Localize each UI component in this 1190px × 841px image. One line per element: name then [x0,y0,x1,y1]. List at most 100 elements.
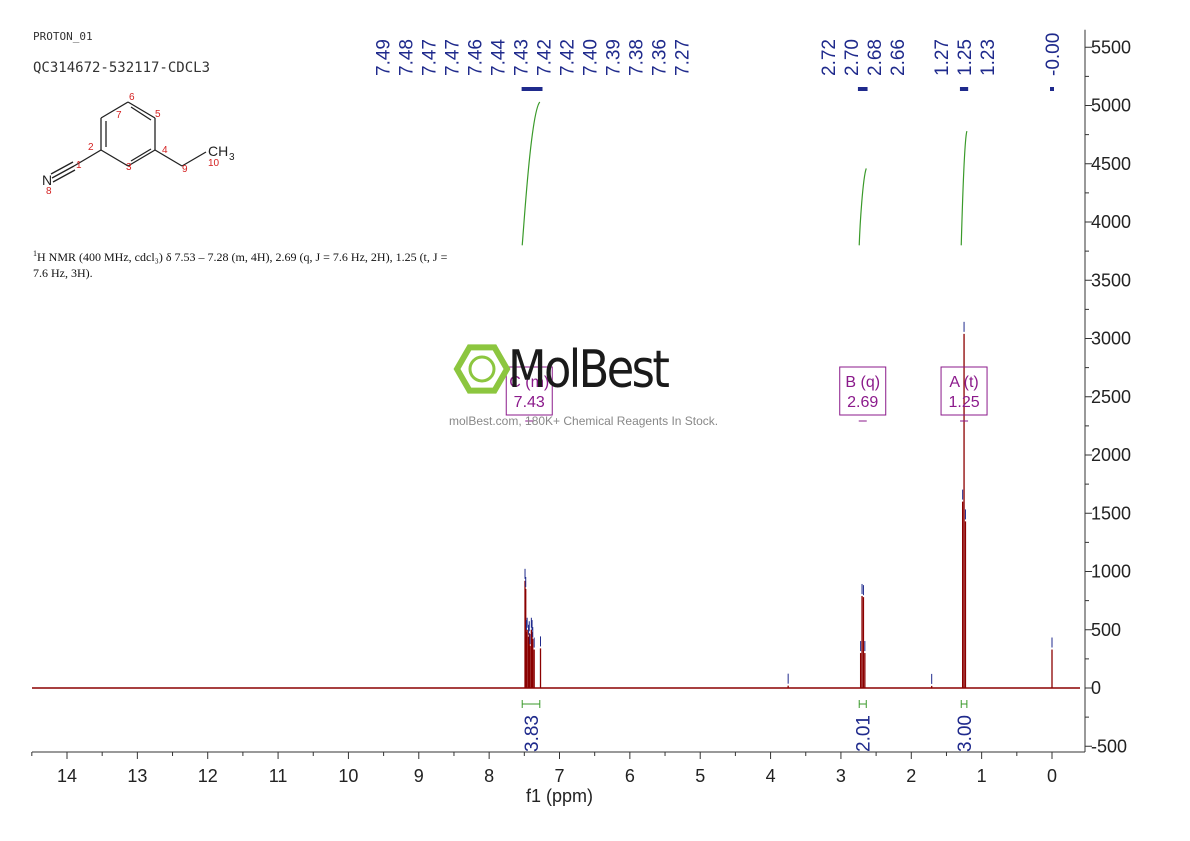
atom-number-6: 6 [129,92,135,103]
peak-label-2-1: 1.25 [955,39,976,76]
y-tick-label-4500: 4500 [1091,154,1131,174]
y-tick-label-1500: 1500 [1091,503,1131,523]
peak-label-3-0: -0.00 [1043,33,1064,76]
chart-axes: 14 13 12 11 10 9 8 7 6 5 4 3 2 1 0f1 (ppm)-50005001000… [31,29,1131,806]
multiplet-letter-2: A (t) [949,374,978,391]
atom-number-9: 9 [182,164,188,175]
y-tick-label-5500: 5500 [1091,37,1131,57]
peak-label-2-2: 1.23 [978,39,999,76]
ring-bond-2 [127,101,156,119]
atom-number-4: 4 [162,145,168,156]
ring-bond-5 [100,149,129,167]
peak-label-0-5: 7.44 [489,39,510,76]
x-tick-label-10: 10 [338,766,358,786]
multiplet-boxes: C (m) 7.43 B (q) 2.69 A (t) 1.25 [505,366,988,422]
spectrum-peaks [32,321,1080,689]
atom-number-5: 5 [155,109,161,120]
logo-inner-ring [468,355,496,383]
peak-label-2-0: 1.27 [932,39,953,76]
integral-curve-2 [960,130,968,246]
x-tick-label-9: 9 [414,766,424,786]
multiplet-box-0 [505,366,553,416]
atom-number-2: 2 [88,142,94,153]
x-axis-title: f1 (ppm) [526,786,593,806]
multiplet-shift-0: 7.43 [514,394,545,411]
y-tick-label-1000: 1000 [1091,562,1131,582]
multiplet-letter-1: B (q) [845,374,880,391]
x-tick-label-11: 11 [269,766,288,786]
integral-label-0: 3.83 [522,715,543,752]
integral-curves [521,101,968,246]
ethyl-bond-2 [181,151,207,167]
peak-label-1-2: 2.68 [865,39,886,76]
x-tick-label-4: 4 [766,766,776,786]
x-tick-label-7: 7 [554,766,564,786]
watermark-logo-text: MolBest [508,340,670,400]
ethyl-bond-1 [154,149,183,167]
y-tick-label-0: 0 [1091,678,1101,698]
peak-label-1-1: 2.70 [842,39,863,76]
x-tick-label-13: 13 [127,766,147,786]
atom-number-10: 10 [208,158,220,169]
x-tick-label-1: 1 [977,766,987,786]
y-tick-label-2500: 2500 [1091,387,1131,407]
atom-number-8: 8 [46,186,52,197]
multiplet-shift-2: 1.25 [948,394,979,411]
nmr-description-text: H NMR (400 MHz, cdcl₃) δ 7.53 – 7.28 (m,… [33,250,448,280]
y-tick-label-500: 500 [1091,620,1121,640]
ring-bond-1 [100,101,129,119]
y-tick-label-5000: 5000 [1091,96,1131,116]
integral-curve-1 [858,168,867,246]
atom-number-1: 1 [76,160,82,171]
peak-label-0-3: 7.47 [443,39,464,76]
peak-label-0-7: 7.42 [535,39,556,76]
multiplet-box-1 [839,366,887,416]
peak-label-0-8: 7.42 [558,39,579,76]
y-tick-label-2000: 2000 [1091,445,1131,465]
y-tick-label-3500: 3500 [1091,270,1131,290]
integral-curve-0 [521,101,541,246]
watermark-tagline: molBest.com, 180K+ Chemical Reagents In … [449,414,719,428]
nitrile-triple-c [50,161,74,175]
y-tick-label-4000: 4000 [1091,212,1131,232]
peak-label-1-0: 2.72 [819,39,840,76]
peak-label-0-10: 7.39 [604,39,625,76]
peak-group-marker-1 [857,87,868,91]
peak-label-1-3: 2.66 [888,39,909,76]
atom-number-7: 7 [116,110,122,121]
peak-label-0-12: 7.36 [650,39,671,76]
molbest-logo-icon [453,344,511,394]
ring-double-3 [130,148,152,162]
y-tick-label--500: -500 [1091,736,1127,756]
peak-label-0-4: 7.46 [466,39,487,76]
x-tick-label-3: 3 [836,766,846,786]
experiment-name: PROTON_01 [33,30,93,43]
ring-double-2 [130,106,152,121]
peak-group-marker-2 [959,87,969,91]
nitrile-triple-a [51,165,75,179]
x-tick-label-6: 6 [625,766,635,786]
peak-group-marker-0 [521,87,543,91]
peak-label-0-6: 7.43 [512,39,533,76]
ring-bond-4 [127,149,156,167]
nmr-description: 1H NMR (400 MHz, cdcl₃) δ 7.53 – 7.28 (m… [33,246,453,281]
peak-label-0-13: 7.27 [673,39,694,76]
nitrile-triple-b [52,169,76,183]
peak-labels: 7.49 7.48 7.47 7.47 7.46 7.44 7.43 7.42 7.42 7.40… [374,33,1064,91]
peak-label-0-0: 7.49 [374,39,395,76]
atom-number-3: 3 [126,162,132,173]
sample-name: QC314672-532117-CDCL3 [33,60,211,76]
peak-label-0-11: 7.38 [627,39,648,76]
y-tick-label-3000: 3000 [1091,329,1131,349]
nitrogen-atom: N [42,172,52,188]
x-tick-label-8: 8 [484,766,494,786]
multiplet-box-2 [940,366,988,416]
methyl-group: CH [208,143,228,159]
x-tick-label-12: 12 [198,766,218,786]
integral-values: 3.83 2.01 3.00 [521,700,976,752]
logo-hexagon [453,344,511,394]
x-tick-label-5: 5 [695,766,705,786]
x-tick-label-2: 2 [906,766,916,786]
